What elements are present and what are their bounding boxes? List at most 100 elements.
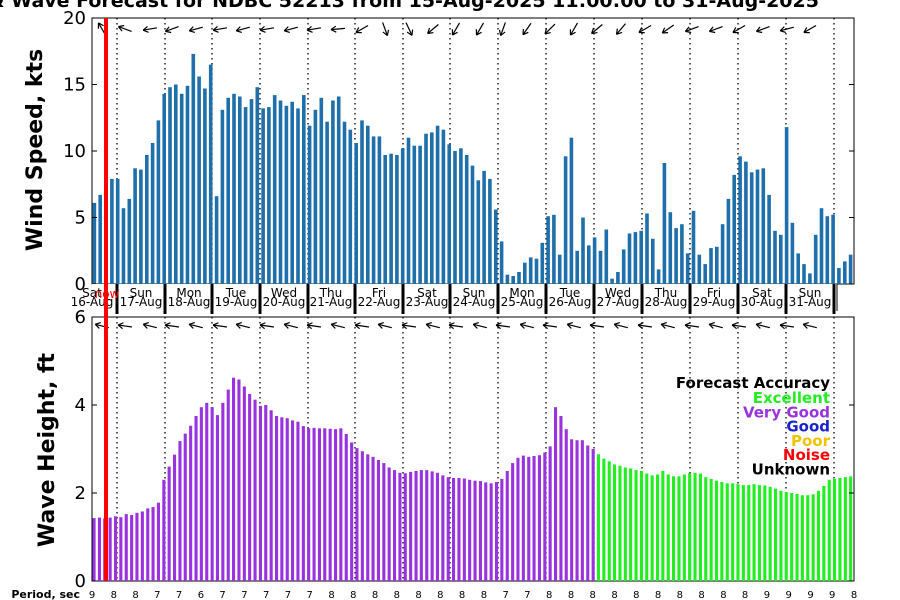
- wind-arrow: [522, 22, 532, 36]
- wind-bar: [476, 180, 481, 284]
- wind-bar: [534, 258, 539, 284]
- arrow-head: [475, 29, 482, 36]
- wave-bar: [768, 486, 772, 581]
- wave-arrow: [117, 322, 133, 330]
- wind-bar: [226, 97, 230, 284]
- wind-bar: [377, 136, 382, 284]
- wind-bar: [592, 237, 597, 284]
- arrow-head: [235, 26, 243, 33]
- wind-bar: [395, 155, 399, 284]
- wave-bar: [629, 468, 633, 581]
- day-label: Wed: [271, 286, 297, 300]
- wind-bar: [261, 108, 265, 285]
- wave-bar: [849, 476, 853, 581]
- wind-bar: [540, 242, 545, 284]
- wave-bar: [554, 407, 558, 581]
- wave-bar: [114, 516, 118, 581]
- wave-bar: [275, 416, 279, 581]
- wave-bar: [511, 463, 515, 581]
- day-label: Fri: [707, 286, 721, 300]
- date-label: 31-Aug: [789, 295, 832, 309]
- wave-bar: [613, 464, 617, 581]
- date-label: 20-Aug: [263, 295, 306, 309]
- period-tick-label: 7: [524, 590, 530, 600]
- wind-bar: [749, 172, 754, 284]
- wave-bar: [409, 471, 413, 581]
- wind-bar: [354, 143, 358, 284]
- period-tick-label: 8: [546, 590, 552, 600]
- wind-arrow: [498, 22, 506, 37]
- day-label: Sat: [417, 286, 437, 300]
- wind-bar: [424, 133, 428, 284]
- wind-bar: [488, 178, 492, 284]
- wind-bar: [738, 156, 742, 284]
- wave-bars: [92, 377, 853, 581]
- arrow-shaft: [638, 24, 652, 34]
- wave-bar: [360, 451, 364, 581]
- period-tick-label: 8: [372, 590, 378, 600]
- date-axis-band: [92, 284, 837, 311]
- arrow-head: [708, 26, 716, 34]
- wind-bar: [715, 246, 719, 284]
- wind-bar: [767, 194, 771, 284]
- wave-bar: [140, 511, 144, 581]
- wind-bar: [604, 229, 609, 284]
- wave-bar: [301, 426, 305, 581]
- wave-bar: [784, 492, 788, 581]
- wind-arrow: [405, 22, 414, 36]
- arrow-head: [448, 322, 455, 330]
- arrow-head: [684, 26, 692, 34]
- arrow-shaft: [780, 26, 794, 32]
- arrow-shaft: [307, 27, 321, 31]
- arrow-head: [283, 26, 291, 33]
- wave-bar: [468, 479, 472, 581]
- wind-bar: [627, 233, 632, 284]
- wind-bar: [744, 161, 748, 284]
- date-label: 24-Aug: [453, 295, 496, 309]
- wave-bar: [452, 478, 456, 581]
- wave-bar: [774, 488, 778, 581]
- wave-arrow: [637, 322, 653, 330]
- arrow-shaft: [236, 323, 250, 329]
- arrow-shaft: [378, 323, 392, 329]
- chart-title: & Wave Forecast for NDBC 52213 from 15-A…: [0, 0, 819, 12]
- wave-bar: [698, 473, 702, 581]
- wave-bar: [505, 471, 509, 581]
- wind-bar: [249, 99, 254, 284]
- wave-plot-frame: [91, 316, 855, 582]
- wind-bar: [813, 234, 818, 284]
- wave-bar: [709, 478, 713, 581]
- wind-bar: [470, 165, 475, 284]
- wave-bar: [334, 429, 338, 581]
- arrow-head: [613, 322, 620, 329]
- wind-bar: [633, 232, 638, 284]
- wave-arrow: [235, 322, 250, 329]
- wind-bar: [272, 95, 277, 284]
- wind-bar: [587, 245, 591, 284]
- arrow-shaft: [382, 22, 388, 36]
- wind-arrow: [355, 24, 369, 34]
- wave-bar: [559, 416, 563, 581]
- wind-arrow: [382, 22, 390, 37]
- wind-bar: [825, 216, 830, 284]
- wave-bar: [269, 410, 273, 581]
- wind-bar: [569, 137, 574, 284]
- wave-bar: [97, 517, 101, 581]
- period-tick-label: 9: [764, 590, 770, 600]
- wave-bar: [580, 440, 584, 581]
- wave-bar: [661, 471, 665, 581]
- arrow-shaft: [405, 22, 413, 36]
- wind-bar: [546, 216, 550, 284]
- arrow-shaft: [544, 23, 556, 35]
- wind-bar: [755, 169, 760, 284]
- wind-bar: [563, 156, 568, 284]
- y-tick-label: 6: [75, 307, 86, 328]
- y-tick-label: 20: [63, 8, 86, 29]
- day-label: Tue: [559, 286, 581, 300]
- wind-arrow: [306, 25, 321, 33]
- period-tick-label: 8: [742, 590, 748, 600]
- arrow-head: [615, 28, 623, 35]
- wave-bar: [833, 478, 837, 581]
